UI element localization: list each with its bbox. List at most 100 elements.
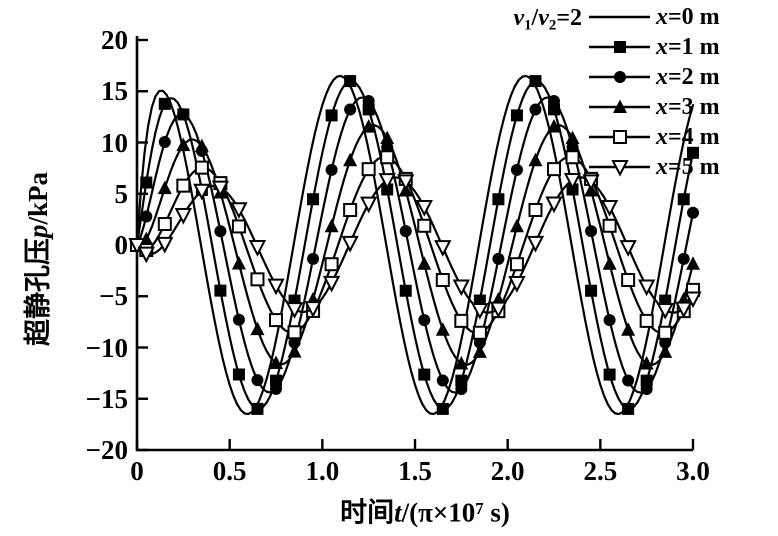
square-filled-marker-icon [436,402,449,415]
circle-filled-marker-icon [399,225,412,238]
series-curve-x1m [135,79,695,411]
square-open-marker-icon [157,217,172,232]
triangle-down-open-marker-icon [341,235,359,253]
triangle-down-open-marker-icon [360,196,378,214]
legend-item-label: x=5 m [656,152,720,182]
legend-item-label: x=1 m [656,32,720,62]
triangle-down-open-marker-icon [452,279,470,297]
square-open-marker-icon [509,257,524,272]
circle-filled-marker-icon [325,163,338,176]
triangle-down-open-marker-icon [156,236,174,254]
legend-item-value: =3 m [668,94,720,120]
square-open-marker-icon [194,160,209,175]
triangle-up-filled-marker-icon [686,256,700,270]
square-open-marker-icon [380,150,395,165]
y-axis-variable: p [23,224,53,239]
circle-filled-marker-icon [158,136,171,149]
square-open-marker-icon [613,130,627,144]
square-filled-marker-icon [492,193,505,206]
triangle-up-filled-marker-icon [361,119,376,133]
triangle-down-open-marker-icon [378,173,396,190]
triangle-up-filled-marker-icon [658,344,673,358]
square-open-marker-icon [565,150,580,165]
square-open-marker-icon [472,325,487,340]
square-open-marker-icon [324,257,339,272]
triangle-down-open-marker-icon [322,275,341,293]
circle-filled-marker-icon [455,383,468,396]
triangle-up-filled-marker-icon [157,180,172,195]
triangle-down-open-marker-icon [267,278,285,296]
triangle-down-open-marker-icon [415,199,433,217]
triangle-down-open-marker-icon [137,246,155,264]
square-filled-marker-icon [418,368,431,381]
x-tick-label: 0 [130,456,144,486]
triangle-down-open-marker-icon [397,174,415,192]
circle-filled-marker-icon [177,108,190,121]
triangle-down-open-marker-icon [619,240,637,257]
triangle-up-filled-marker-icon [509,218,524,233]
legend-item-variable: x [656,154,668,180]
y-axis-title: 超静孔压p/kPa [21,99,55,419]
triangle-down-open-marker-icon [230,202,248,219]
legend-item-variable: x [656,64,668,90]
triangle-down-open-marker-icon [526,235,545,253]
x-tick-label: 2.5 [583,456,618,486]
series-curve-x2m [135,96,695,394]
y-tick-label: 15 [101,76,128,107]
series-curve-x3m [135,124,695,366]
circle-filled-marker-icon [585,225,598,238]
triangle-up-filled-marker-icon [602,256,617,270]
triangle-up-filled-marker-icon [547,119,561,133]
triangle-down-open-marker-icon [545,196,563,214]
triangle-up-filled-marker-icon [565,130,580,145]
x-axis-title: 时间t/(π×107 s) [235,492,615,530]
legend-item-variable: x [656,34,668,60]
legend-item-value: =2 m [668,64,720,90]
triangle-up-filled-marker-icon [639,355,654,370]
triangle-up-filled-marker-icon [343,152,358,167]
legend-item-value: =4 m [668,124,720,150]
triangle-down-open-marker-icon [211,180,230,198]
circle-filled-marker-icon [362,94,375,107]
square-open-marker-icon [639,313,654,328]
legend-title-v2: v [538,5,549,31]
triangle-up-filled-marker-icon [454,355,469,370]
y-axis-unit: /kPa [23,172,53,225]
legend-item-variable: x [656,124,668,150]
triangle-down-open-marker-icon [248,240,267,257]
triangle-down-open-marker-icon [656,302,674,320]
square-filled-marker-icon [622,402,635,415]
circle-filled-marker-icon [140,210,153,223]
square-open-marker-icon [454,313,469,328]
x-tick-label: 2.0 [490,456,525,486]
x-tick-label: 1.5 [398,456,432,486]
square-filled-marker-icon [158,97,171,110]
square-filled-marker-icon [529,75,542,88]
triangle-down-open-marker-icon [489,301,508,319]
legend-item-value: =5 m [668,154,720,180]
square-filled-marker-icon [603,368,616,381]
circle-filled-marker-icon [344,103,357,116]
triangle-up-filled-marker-icon [613,99,627,113]
triangle-up-filled-marker-icon [435,322,450,336]
legend-title-sub1: 1 [524,17,532,34]
triangle-up-filled-marker-icon [380,130,395,145]
x-axis-unit-pre: /(π×10 [401,497,476,528]
square-filled-marker-icon [344,75,357,88]
circle-filled-marker-icon [529,103,542,116]
circle-filled-marker-icon [232,313,245,326]
square-open-marker-icon [547,162,561,177]
square-open-marker-icon [269,313,283,328]
square-filled-marker-icon [214,284,227,297]
square-open-marker-icon [602,218,617,233]
square-filled-marker-icon [307,193,320,206]
circle-filled-marker-icon [270,382,282,395]
triangle-up-filled-marker-icon [324,218,339,233]
square-filled-marker-icon [325,109,338,122]
square-filled-marker-icon [510,109,523,122]
x-tick-label: 0.5 [212,456,247,486]
data-curves [128,74,702,416]
square-open-marker-icon [361,162,376,177]
triangle-up-filled-marker-icon [194,138,209,153]
circle-filled-marker-icon [614,71,626,83]
